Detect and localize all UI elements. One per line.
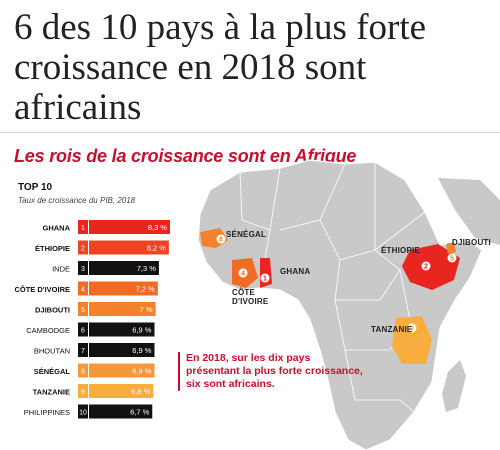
bar-value-label: 6,8 %: [131, 387, 151, 396]
bar-value-label: 6,9 %: [132, 367, 152, 376]
bar-label: PHILIPPINES: [24, 408, 70, 417]
bar-rank: 4: [81, 287, 85, 294]
chart-subtitle: Taux de croissance du PIB, 2018: [18, 196, 136, 205]
marker-ethiopia: [421, 261, 431, 271]
bar-label: CÔTE D'IVOIRE: [14, 285, 70, 294]
bar-label: GHANA: [43, 224, 71, 233]
marker-civ: [238, 268, 248, 278]
tanzania-shape: [392, 316, 432, 364]
bar: [78, 261, 159, 275]
marker-tanzania-text: 9: [410, 326, 414, 333]
marker-djibouti-text: 5: [450, 256, 454, 263]
marker-tanzania: [407, 323, 417, 333]
bar: [78, 384, 154, 398]
map-label-cote-divoire: CÔTE D'IVOIRE: [232, 288, 269, 306]
bar: [78, 302, 156, 316]
bar-rank-divider: [88, 384, 89, 398]
map-label-ghana: GHANA: [280, 267, 311, 276]
bar-rank: 10: [79, 410, 87, 417]
bar-label: ÉTHIOPIE: [35, 244, 70, 253]
bar-rank: 7: [81, 348, 85, 355]
bar-value-label: 7,3 %: [137, 264, 157, 273]
bar-rank: 3: [81, 266, 85, 273]
bar-rank-divider: [88, 281, 89, 296]
bar: [78, 220, 170, 234]
bar-value-label: 8,2 %: [147, 244, 167, 253]
bar-label: DJIBOUTI: [35, 306, 70, 315]
marker-ghana: [260, 273, 270, 283]
bar-label: INDE: [52, 265, 70, 274]
bar-value-label: 6,9 %: [132, 326, 152, 335]
bar-rank-divider: [88, 261, 89, 275]
bar-rank-divider: [88, 343, 89, 357]
bar-rank-divider: [88, 363, 89, 378]
bar-value-label: 6,7 %: [130, 408, 150, 417]
map-label-djibouti: DJIBOUTI: [452, 238, 491, 247]
bar-rank: 1: [81, 225, 85, 232]
ethiopia-shape: [402, 244, 460, 290]
marker-civ-text: 4: [241, 271, 245, 278]
madagascar: [442, 360, 466, 412]
map-label-senegal: SÉNÉGAL: [226, 230, 267, 239]
bar-rank-divider: [88, 404, 89, 419]
bar: [78, 343, 155, 357]
marker-ghana-text: 1: [263, 276, 267, 283]
bar-label: TANZANIE: [33, 388, 70, 397]
ranking-chart: GHANA 1 8,3 % ÉTHIOPIE 2 8,2 % INDE 3 7,3 % CÔTE …: [0, 218, 175, 438]
bar-rank-divider: [88, 240, 89, 255]
bar-rank: 6: [81, 328, 85, 335]
bar-label: BHOUTAN: [34, 347, 70, 356]
headline: 6 des 10 pays à la plus forte croissance…: [14, 7, 427, 128]
map-label-ethiopie: ÉTHIOPIE: [381, 246, 420, 255]
bar-label: CAMBODGE: [26, 326, 70, 335]
bar-value-label: 8,3 %: [148, 223, 168, 232]
bar-rank: 8: [81, 369, 85, 376]
bar: [78, 281, 158, 296]
bar: [78, 322, 155, 337]
bar: [78, 404, 153, 419]
bar: [78, 363, 155, 378]
bar-label: SÉNÉGAL: [34, 367, 71, 376]
marker-djibouti: [447, 253, 457, 263]
marker-senegal-text: 8: [219, 237, 223, 244]
bar: [78, 240, 169, 255]
bar-value-label: 7,2 %: [136, 285, 156, 294]
bar-rank: 2: [81, 246, 85, 253]
callout-note: En 2018, sur les dix pays présentant la …: [178, 352, 364, 391]
marker-ethiopia-text: 2: [424, 264, 428, 271]
bar-rank: 9: [81, 389, 85, 396]
bar-rank-divider: [88, 302, 89, 316]
map-label-tanzanie: TANZANIE: [371, 325, 413, 334]
chart-title: Les rois de la croissance sont en Afriqu…: [14, 146, 357, 166]
africa-map: 8 4 1 2 5 9: [170, 150, 500, 450]
top10-label: TOP 10: [18, 182, 53, 193]
divider: [0, 132, 500, 133]
bar-rank-divider: [88, 220, 89, 234]
bar-rank: 5: [81, 307, 85, 314]
marker-senegal: [216, 234, 226, 244]
djibouti-shape: [446, 242, 456, 254]
bar-value-label: 7 %: [140, 305, 153, 314]
bar-value-label: 6,9 %: [132, 346, 152, 355]
arabia: [438, 178, 500, 245]
ghana-shape: [260, 258, 272, 288]
bar-rank-divider: [88, 322, 89, 337]
